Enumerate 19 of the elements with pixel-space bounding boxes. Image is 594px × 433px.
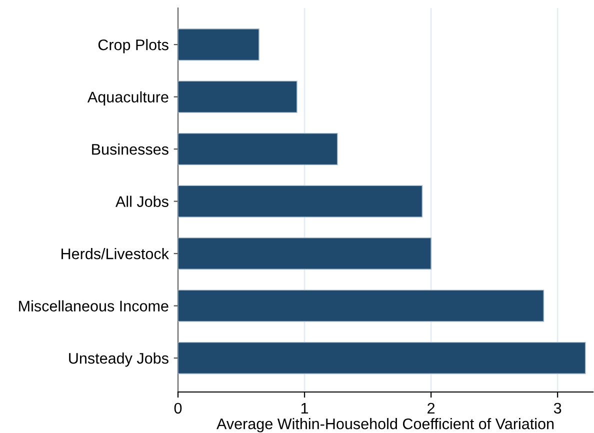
y-tick-label: Unsteady Jobs (69, 352, 168, 367)
y-tick-label: Miscellaneous Income (19, 300, 168, 312)
y-tick-label: Crop Plots (98, 39, 168, 54)
bar (178, 290, 544, 322)
y-tick-label: All Jobs (116, 196, 168, 207)
bar (178, 237, 432, 270)
y-tick-label: Herds/Livestock (62, 248, 169, 260)
bar (178, 28, 260, 61)
y-tick-label: Aquaculture (87, 91, 168, 106)
x-tick-label: 2 (428, 402, 435, 414)
bar (178, 185, 423, 218)
bar (178, 132, 338, 166)
x-tick-label: 0 (174, 402, 182, 414)
bar (178, 342, 586, 374)
x-tick-label: 3 (554, 402, 562, 414)
y-tick-label: Businesses (92, 144, 168, 155)
bar (178, 80, 298, 113)
x-tick-label: 1 (301, 402, 308, 414)
x-axis-title: Average Within-Household Coefficient of Variation (216, 418, 554, 432)
